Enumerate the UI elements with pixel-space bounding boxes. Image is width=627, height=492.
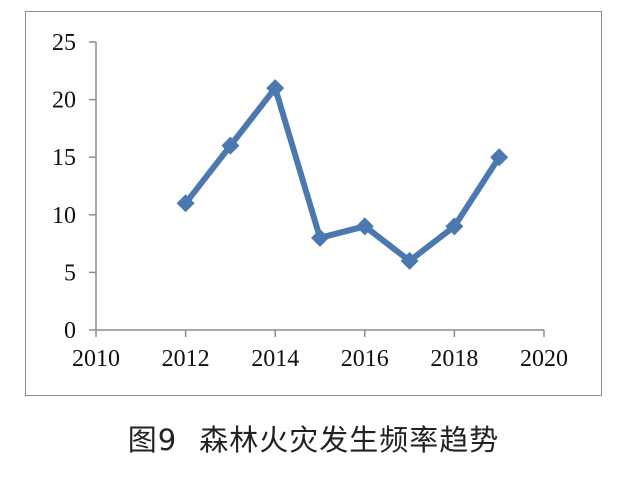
y-tick-label: 10	[52, 203, 76, 229]
y-tick-label: 15	[52, 145, 76, 171]
data-point-marker	[266, 79, 285, 98]
y-tick-label: 20	[52, 88, 76, 114]
series	[176, 79, 509, 270]
tick-labels: 0 5 10 15 20 25 2010 2012 2014 2016 2018 2020	[52, 30, 568, 372]
y-tick-label: 0	[64, 318, 76, 344]
x-tick-label: 2012	[162, 346, 210, 372]
data-point-marker	[490, 148, 509, 167]
figure-title: 森林火灾发生频率趋势	[199, 423, 500, 457]
data-point-marker	[176, 194, 195, 213]
series-line	[183, 81, 502, 265]
y-tick-label: 5	[64, 260, 76, 286]
axes	[89, 41, 545, 337]
data-point-marker	[311, 228, 329, 247]
figure-label: 图9	[127, 423, 178, 457]
data-point-marker	[355, 217, 374, 236]
x-tick-label: 2014	[251, 346, 299, 372]
x-tick-label: 2018	[430, 346, 478, 372]
y-tick-label: 25	[52, 30, 76, 56]
figure-caption: 图9 森林火灾发生频率趋势	[0, 417, 627, 459]
x-tick-label: 2010	[72, 346, 120, 372]
x-tick-label: 2016	[341, 346, 389, 372]
data-point-marker	[445, 217, 464, 236]
chart-frame	[25, 11, 602, 396]
x-tick-label: 2020	[520, 346, 568, 372]
data-point-marker	[400, 251, 419, 270]
data-point-marker	[221, 136, 240, 155]
